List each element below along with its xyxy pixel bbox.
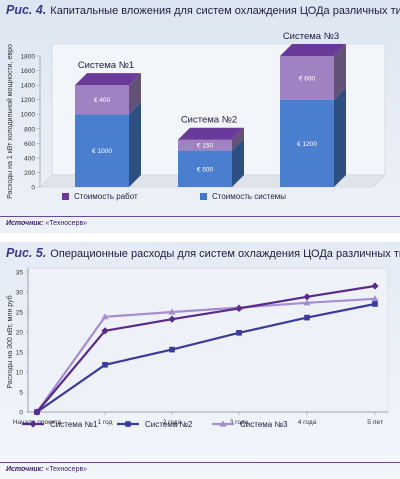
bar-value-label: € 600 [299, 75, 316, 82]
series-line [36, 297, 376, 413]
figure-4-chart: 0 200 400 600 800 1000 1200 1400 1600 1800 Расходы… [6, 31, 386, 201]
data-point [236, 330, 242, 336]
y-tick-label: 600 [24, 141, 35, 148]
figure-5-title: Рис. 5. Операционные расходы для систем о… [6, 246, 400, 260]
figure-5-source-text: «Техносерв» [45, 466, 88, 473]
bar-top [178, 127, 244, 140]
figure-5-label: Рис. 5. [6, 246, 47, 260]
y-tick-label: 35 [16, 270, 24, 277]
y-tick-label: 400 [24, 155, 35, 162]
y-tick-label: 20 [16, 330, 24, 337]
legend-marker [29, 420, 37, 428]
legend-label: Стоимость системы [212, 192, 286, 201]
data-point [371, 295, 379, 302]
bar-side [334, 44, 346, 100]
data-point [303, 293, 311, 301]
data-point [303, 299, 311, 306]
bar-value-label: € 1200 [297, 141, 317, 148]
bar-value-label: € 1000 [92, 148, 112, 155]
y-tick-label: 5 [19, 390, 23, 397]
legend-marker [125, 421, 131, 427]
x-tick-label: 2 года [163, 419, 182, 426]
legend-label: Система №2 [145, 420, 193, 429]
x-tick-label: 5 лет [367, 419, 383, 426]
data-point [169, 346, 175, 353]
figure-4-title: Рис. 4. Капитальные вложения для систем о… [6, 3, 400, 17]
series-line [36, 302, 376, 413]
data-point [168, 308, 176, 315]
bar-top [280, 44, 346, 56]
figure-4-source-text: «Техносерв» [45, 220, 88, 227]
bar-value-label: € 150 [197, 143, 214, 150]
legend-swatch [200, 193, 207, 200]
x-tick-label: 3 года [230, 419, 249, 426]
figure-5-panel: Рис. 5. Операционные расходы для систем о… [0, 242, 400, 479]
data-point [102, 362, 108, 368]
legend-label: Стоимость работ [74, 192, 138, 201]
y-tick-label: 0 [31, 185, 35, 192]
y-tick-label: 1000 [21, 112, 36, 119]
figure-5-title-text: Операционные расходы для систем охлажден… [50, 248, 400, 260]
y-tick-label: 15 [16, 350, 24, 357]
bar-side [129, 73, 141, 115]
data-point [101, 313, 109, 320]
y-tick-label: 1800 [21, 54, 36, 61]
figure-5-source-rule [0, 462, 400, 463]
legend-label: Система №3 [240, 420, 288, 429]
bar-side [129, 102, 141, 187]
y-axis-label: Расходы на 300 кВт, млн руб [6, 295, 14, 388]
x-tick-label: Начало проекта [13, 419, 62, 426]
y-tick-label: 0 [19, 410, 23, 417]
bar-value-label: € 500 [197, 166, 214, 173]
data-point [33, 408, 41, 416]
bar-value-label: € 400 [94, 97, 111, 104]
category-label: Система №2 [181, 115, 237, 126]
figure-5-source-label: Источник: [6, 466, 44, 473]
x-tick-label: 1 год [98, 419, 113, 426]
category-label: Система №1 [78, 60, 134, 71]
legend-swatch [62, 193, 69, 200]
series-line [36, 284, 376, 413]
bar-top [75, 73, 141, 86]
figure-5-source: Источник: «Техносерв» [6, 466, 87, 473]
y-tick-label: 200 [24, 170, 35, 177]
figure-4-title-text: Капитальные вложения для систем охлажден… [50, 5, 400, 17]
bar-side [232, 127, 244, 151]
legend-marker [219, 420, 227, 427]
y-tick-label: 30 [16, 290, 24, 297]
y-tick-label: 1200 [21, 97, 36, 104]
figure-4-source: Источник: «Техносерв» [6, 220, 87, 227]
bar-side [232, 138, 244, 187]
bar-front [178, 139, 232, 151]
bar-front [280, 56, 334, 100]
bar-front [280, 99, 334, 187]
y-tick-label: 1600 [21, 68, 36, 75]
x-tick-label: 4 года [298, 419, 317, 426]
category-label: Система №3 [283, 31, 339, 42]
legend-label: Система №1 [50, 420, 98, 429]
figure-4-panel: Рис. 4. Капитальные вложения для систем о… [0, 0, 400, 233]
bar-front [178, 150, 232, 187]
y-tick-label: 10 [16, 370, 24, 377]
bar-side [334, 87, 346, 187]
y-tick-label: 800 [24, 126, 35, 133]
figure-4-source-label: Источник: [6, 220, 44, 227]
figure-5-chart: 0 5 10 15 20 25 30 35 Начало проекта 1 год 2 года 3… [6, 267, 389, 429]
bar-front [75, 85, 129, 115]
y-tick-label: 25 [16, 310, 24, 317]
y-axis-label: Расходы на 1 кВт холодильной мощности, е… [6, 44, 14, 199]
data-point [304, 314, 310, 321]
y-tick-label: 1400 [21, 83, 36, 90]
figure-4-label: Рис. 4. [6, 3, 47, 17]
data-point [372, 301, 378, 307]
data-point [371, 282, 379, 290]
figure-4-source-rule [0, 216, 400, 217]
bar-front [75, 114, 129, 187]
